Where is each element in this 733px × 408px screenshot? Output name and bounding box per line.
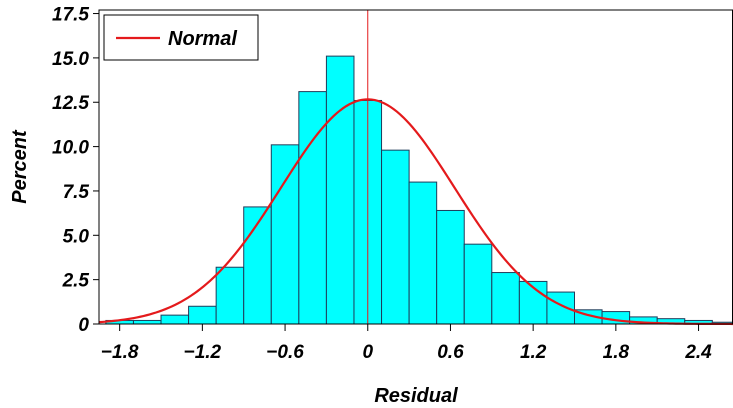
y-tick-label: 12.5 xyxy=(52,93,89,114)
y-axis-title: Percent xyxy=(9,129,31,204)
x-tick-label: 1.2 xyxy=(520,342,547,363)
histogram-bar xyxy=(188,305,217,325)
x-tick-label: −1.2 xyxy=(184,342,222,363)
y-axis-ticks: 0 2.5 5.0 7.5 10.0 12.5 15.0 17.5 xyxy=(52,5,99,336)
y-tick-label: 0 xyxy=(78,315,89,336)
histogram-bar xyxy=(546,291,575,325)
x-axis-ticks: −1.8 −1.2 −0.6 0 0.6 1.2 1.8 2.4 xyxy=(101,324,712,363)
histogram-bar xyxy=(463,243,493,325)
histogram-bar xyxy=(408,181,438,325)
y-tick-label: 15.0 xyxy=(52,49,89,70)
histogram-bar xyxy=(132,319,162,325)
y-tick-label: 7.5 xyxy=(63,182,90,203)
x-tick-label: 0 xyxy=(362,342,373,363)
y-tick-label: 5.0 xyxy=(63,226,90,247)
y-tick-label: 17.5 xyxy=(52,5,89,26)
x-axis-title: Residual xyxy=(374,385,458,407)
histogram-bar xyxy=(436,209,465,325)
histogram-bars xyxy=(105,55,733,325)
x-tick-label: 0.6 xyxy=(437,342,464,363)
x-tick-label: −1.8 xyxy=(101,342,139,363)
histogram-bar xyxy=(325,55,355,325)
y-tick-label: 2.5 xyxy=(62,271,90,292)
histogram-bar xyxy=(491,272,520,325)
x-tick-label: 1.8 xyxy=(603,342,630,363)
y-tick-label: 10.0 xyxy=(52,138,89,159)
x-tick-label: −0.6 xyxy=(266,342,304,363)
legend: Normal xyxy=(103,14,259,61)
legend-label-normal: Normal xyxy=(168,28,237,50)
histogram-bar xyxy=(160,314,190,325)
x-tick-label: 2.4 xyxy=(684,342,712,363)
histogram-bar xyxy=(381,149,410,325)
histogram-bar xyxy=(215,266,245,325)
histogram-bar xyxy=(270,144,300,325)
normal-curve-series xyxy=(98,98,733,326)
